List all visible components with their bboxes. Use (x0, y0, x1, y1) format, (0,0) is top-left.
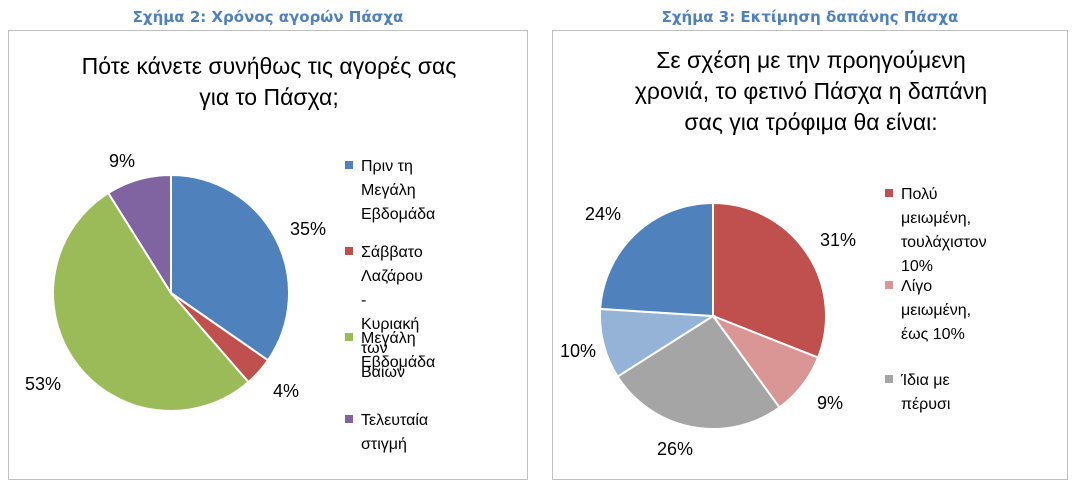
legend-label: Μεγάλη Εβδομάδα (361, 330, 436, 371)
pie-chart-2 (599, 201, 827, 430)
chart-title-2-line-2: χρονιά, το φετινό Πάσχα η δαπάνη (634, 78, 988, 104)
legend-swatch (345, 333, 353, 341)
value-label-lazarus-palm-sunday: 4% (273, 381, 300, 401)
value-label-same-as-last-year: 26% (657, 439, 694, 459)
legend-item-last-minute: Τελευταία στιγμή (345, 409, 428, 457)
legend-label: Ίδια με πέρυσι (901, 372, 951, 413)
chart-title-1-line-1: Πότε κάνετε συνήθως τις αγορές σας (81, 53, 457, 79)
legend-item-slightly-lower: Λίγο μειωμένη, έως 10% (885, 275, 971, 347)
value-label-much-lower: 31% (820, 230, 857, 250)
chart-panel-1: Πότε κάνετε συνήθως τις αγορές σας για τ… (8, 30, 528, 480)
legend-item-same-as-last-year: Ίδια με πέρυσι (885, 369, 950, 417)
legend-label: Πολύ μειωμένη, τουλάχιστον 10% (901, 186, 987, 275)
chart-title-2-line-1: Σε σχέση με την προηγούμενη (656, 47, 966, 73)
legend-item-before-holy-week: Πριν τη Μεγάλη Εβδομάδα (345, 155, 435, 227)
chart-title-1: Πότε κάνετε συνήθως τις αγορές σας για τ… (9, 51, 529, 113)
legend-swatch (885, 189, 893, 197)
pie2-slice-1 (712, 201, 827, 359)
pie2-slice-5 (599, 201, 714, 318)
legend-label: Σάββατο Λαζάρου - Κυριακή των Βαίων (361, 244, 423, 381)
pie2-slice-4 (599, 307, 717, 378)
legend-label: Τελευταία στιγμή (361, 412, 429, 453)
chart-panel-2: Σε σχέση με την προηγούμενη χρονιά, το φ… (552, 30, 1068, 480)
value-label-slightly-higher: 10% (560, 341, 597, 361)
value-label-before-holy-week: 35% (290, 219, 327, 239)
value-label-last-minute: 9% (109, 151, 136, 171)
legend-item-much-lower: Πολύ μειωμένη, τουλάχιστον 10% (885, 183, 987, 279)
legend-label: Πριν τη Μεγάλη Εβδομάδα (361, 158, 436, 223)
pie-chart-1 (52, 173, 290, 412)
chart-title-2: Σε σχέση με την προηγούμενη χρονιά, το φ… (553, 45, 1069, 138)
value-label-much-higher: 24% (585, 204, 622, 224)
legend-swatch (345, 247, 353, 255)
figure-caption-1: Σχήμα 2: Χρόνος αγορών Πάσχα (132, 8, 404, 26)
legend-item-lazarus-palm-sunday: Σάββατο Λαζάρου - Κυριακή των Βαίων (345, 241, 423, 385)
legend-swatch (345, 415, 353, 423)
legend-label: Λίγο μειωμένη, έως 10% (901, 278, 972, 343)
pie1-slice-1 (170, 173, 290, 362)
pie1-slice-4 (106, 173, 172, 297)
chart-title-2-line-3: σας για τρόφιμα θα είναι: (684, 109, 938, 135)
pie2-slice-3 (616, 314, 781, 430)
value-label-holy-week: 53% (25, 374, 62, 394)
legend-swatch (885, 375, 893, 383)
value-label-slightly-lower: 9% (817, 393, 844, 413)
legend-swatch (885, 281, 893, 289)
legend-swatch (345, 161, 353, 169)
figure-caption-2: Σχήμα 3: Εκτίμηση δαπάνης Πάσχα (661, 8, 959, 26)
chart-title-1-line-2: για το Πάσχα; (199, 84, 339, 110)
legend-item-holy-week: Μεγάλη Εβδομάδα (345, 327, 435, 375)
pie1-slice-3 (52, 191, 250, 412)
